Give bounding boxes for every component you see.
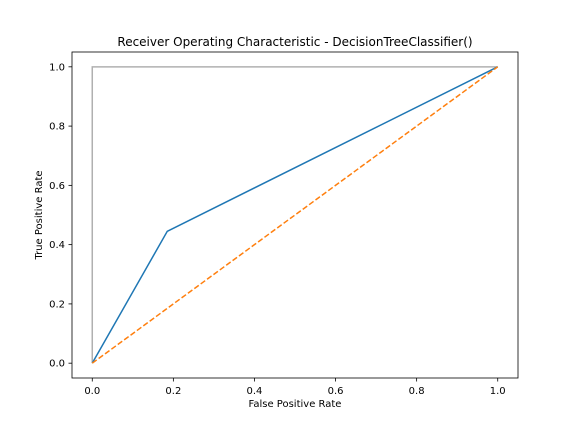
- x-tick-label: 0.2: [165, 386, 181, 397]
- chart-title: Receiver Operating Characteristic - Deci…: [117, 35, 472, 49]
- x-tick-label: 1.0: [490, 386, 506, 397]
- x-tick-label: 0.0: [84, 386, 100, 397]
- y-tick-label: 0.8: [49, 122, 65, 133]
- plot-area: [91, 66, 499, 364]
- series-perfect-classifier: [91, 66, 498, 364]
- axis-ticks: 0.0 0.2 0.4 0.6 0.8 1.0 0.0 0.2 0.4 0.6 0.8 1.0: [49, 62, 506, 397]
- x-tick-label: 0.6: [328, 386, 344, 397]
- series-chance-line: [91, 66, 499, 364]
- y-tick-label: 0.4: [49, 240, 65, 251]
- series-roc-curve: [91, 66, 499, 364]
- y-tick-label: 0.0: [49, 359, 65, 370]
- y-tick-label: 1.0: [49, 62, 65, 73]
- x-tick-label: 0.4: [247, 386, 263, 397]
- y-tick-label: 0.2: [49, 299, 65, 310]
- y-tick-label: 0.6: [49, 181, 65, 192]
- y-axis-label: True Positive Rate: [34, 170, 45, 260]
- plot-frame: [71, 51, 519, 379]
- x-axis-label: False Positive Rate: [249, 399, 342, 410]
- x-tick-label: 0.8: [409, 386, 425, 397]
